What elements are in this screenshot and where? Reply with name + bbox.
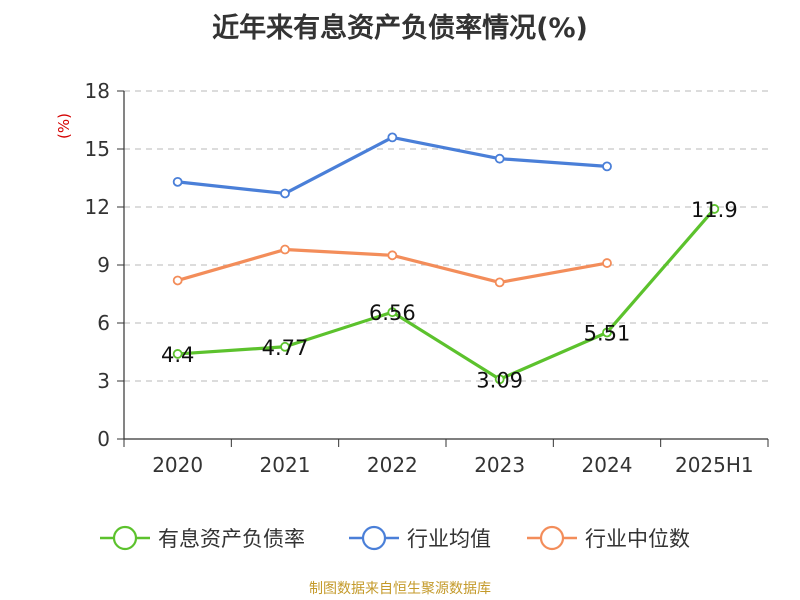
legend-marker — [112, 525, 138, 551]
legend-label: 行业中位数 — [585, 527, 690, 551]
data-label: 6.56 — [369, 301, 416, 325]
x-tick-label: 2021 — [260, 453, 311, 477]
series-point — [387, 307, 398, 318]
series-point — [280, 188, 290, 199]
series-line — [177, 135, 608, 196]
data-label: 11.9 — [691, 198, 738, 222]
axes: 0 3 6 9 12 15 18 2020 2021 2022 2023 2024 2025H1 (%) — [55, 79, 769, 477]
series-point — [602, 258, 612, 268]
legend-marker — [361, 525, 387, 551]
x-tick-label: 2022 — [367, 453, 418, 477]
series-point — [172, 275, 183, 286]
series-point — [172, 176, 183, 187]
data-label: 4.4 — [161, 343, 194, 367]
grid-lines — [124, 90, 768, 382]
series-point — [494, 153, 505, 164]
series-point — [387, 132, 398, 143]
x-tick-label: 2023 — [474, 453, 525, 477]
y-axis-unit-label: (%) — [55, 113, 73, 139]
legend: 有息资产负债率 行业均值 行业中位数 — [100, 525, 690, 551]
series-point — [494, 277, 505, 288]
y-tick-label: 18 — [85, 79, 110, 103]
x-tick-label: 2020 — [152, 453, 203, 477]
data-labels: 4.4 4.77 6.56 3.09 5.51 11.9 — [161, 198, 738, 392]
y-tick-label: 12 — [85, 195, 110, 219]
data-label: 3.09 — [476, 368, 523, 392]
series-point — [280, 341, 290, 352]
y-tick-label: 9 — [97, 253, 110, 277]
series-point — [280, 244, 290, 255]
series-line — [177, 207, 716, 381]
legend-label: 行业均值 — [407, 527, 491, 551]
y-tick-label: 15 — [85, 137, 110, 161]
series-point — [387, 250, 398, 261]
series-group — [172, 132, 720, 385]
chart-title: 近年来有息资产负债率情况(%) — [212, 13, 588, 44]
series-point — [172, 349, 183, 359]
y-tick-label: 6 — [97, 311, 110, 335]
data-label: 4.77 — [262, 336, 309, 360]
series-point — [602, 161, 612, 172]
x-tick-label: 2024 — [582, 453, 633, 477]
data-label: 5.51 — [584, 321, 631, 345]
series-point — [602, 327, 612, 338]
series-point — [709, 204, 720, 214]
y-tick-label: 0 — [97, 427, 110, 451]
x-tick-label: 2025H1 — [675, 453, 754, 477]
legend-label: 有息资产负债率 — [158, 527, 305, 551]
legend-marker — [539, 525, 565, 551]
series-point — [494, 374, 505, 385]
source-note: 制图数据来自恒生聚源数据库 — [309, 581, 491, 597]
y-tick-label: 3 — [97, 369, 110, 393]
